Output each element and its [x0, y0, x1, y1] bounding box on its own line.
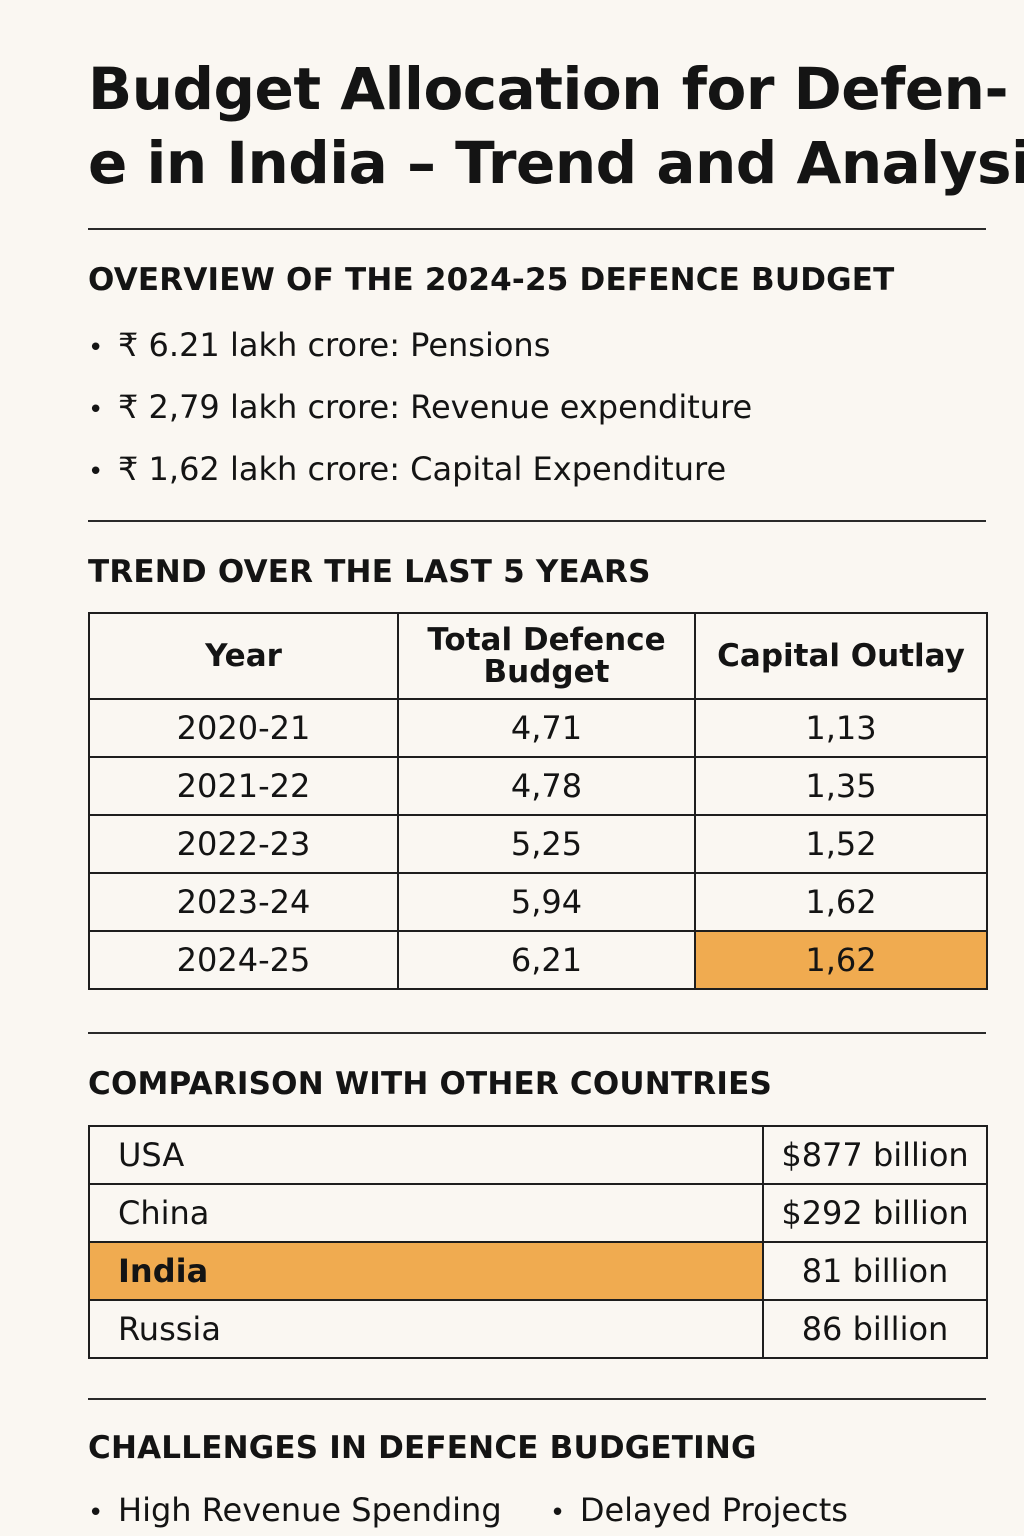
cell-capital-outlay: 1,35 — [694, 756, 988, 816]
table-row: 2021-22 4,78 1,35 — [88, 756, 988, 816]
cell-country: China — [88, 1183, 764, 1243]
divider — [88, 1398, 986, 1400]
table-row: Russia 86 billion — [88, 1299, 988, 1359]
cell-spending: 86 billion — [762, 1299, 988, 1359]
bullet-icon: • — [88, 333, 104, 363]
bullet-icon: • — [88, 457, 104, 487]
overview-item-text: ₹ 1,62 lakh crore: Capital Expenditure — [118, 450, 727, 488]
divider — [88, 228, 986, 230]
cell-total-budget: 4,78 — [397, 756, 696, 816]
cell-year: 2022-23 — [88, 814, 399, 874]
divider — [88, 1032, 986, 1034]
overview-item-text: ₹ 6.21 lakh crore: Pensions — [118, 326, 551, 364]
divider — [88, 520, 986, 522]
cell-capital-outlay: 1,62 — [694, 872, 988, 932]
column-header-total-budget: Total Defence Budget — [397, 612, 696, 700]
cell-total-budget: 5,25 — [397, 814, 696, 874]
trend-table: Year Total Defence Budget Capital Outlay… — [88, 612, 988, 990]
trend-heading: TREND OVER THE LAST 5 YEARS — [88, 554, 651, 590]
cell-country: USA — [88, 1125, 764, 1185]
overview-item-text: ₹ 2,79 lakh crore: Revenue expenditure — [118, 388, 753, 426]
cell-year: 2023-24 — [88, 872, 399, 932]
cell-spending: $292 billion — [762, 1183, 988, 1243]
comparison-table: USA $877 billion China $292 billion Indi… — [88, 1125, 988, 1359]
table-row: India 81 billion — [88, 1241, 988, 1301]
cell-country: Russia — [88, 1299, 764, 1359]
page-title-line-1: Budget Allocation for Defen- — [88, 55, 1009, 123]
overview-heading: OVERVIEW OF THE 2024-25 DEFENCE BUDGET — [88, 262, 895, 298]
page-title-line-2: e in India – Trend and Analysis — [88, 129, 1024, 197]
list-item: • ₹ 1,62 lakh crore: Capital Expenditure — [88, 447, 752, 509]
table-row: China $292 billion — [88, 1183, 988, 1243]
cell-capital-outlay: 1,52 — [694, 814, 988, 874]
bullet-icon: • — [88, 395, 104, 425]
cell-capital-outlay: 1,13 — [694, 698, 988, 758]
list-item: • ₹ 6.21 lakh crore: Pensions — [88, 323, 752, 385]
page-title: Budget Allocation for Defen- e in India … — [88, 52, 1024, 200]
cell-total-budget: 5,94 — [397, 872, 696, 932]
cell-year: 2020-21 — [88, 698, 399, 758]
cell-spending: 81 billion — [762, 1241, 988, 1301]
comparison-heading: COMPARISON WITH OTHER COUNTRIES — [88, 1066, 773, 1102]
bullet-icon: • — [549, 1498, 566, 1528]
table-header-row: Year Total Defence Budget Capital Outlay — [88, 612, 988, 700]
table-row: USA $877 billion — [88, 1125, 988, 1185]
overview-list: • ₹ 6.21 lakh crore: Pensions • ₹ 2,79 lak… — [88, 323, 752, 509]
list-item: • Delayed Projects — [550, 1491, 848, 1529]
cell-total-budget: 4,71 — [397, 698, 696, 758]
table-row: 2022-23 5,25 1,52 — [88, 814, 988, 874]
table-row: 2024-25 6,21 1,62 — [88, 930, 988, 990]
challenges-list: • High Revenue Spending • Delayed Projects — [88, 1488, 886, 1535]
bullet-icon: • — [88, 1498, 104, 1528]
challenge-item-text: High Revenue Spending — [118, 1491, 502, 1529]
column-header-capital-outlay: Capital Outlay — [694, 612, 988, 700]
list-item: • ₹ 2,79 lakh crore: Revenue expenditure — [88, 385, 752, 447]
cell-country-highlighted: India — [88, 1241, 764, 1301]
cell-total-budget: 6,21 — [397, 930, 696, 990]
column-header-year: Year — [88, 612, 399, 700]
challenge-item-text: Delayed Projects — [579, 1491, 848, 1529]
cell-spending: $877 billion — [762, 1125, 988, 1185]
table-row: 2023-24 5,94 1,62 — [88, 872, 988, 932]
challenges-heading: CHALLENGES IN DEFENCE BUDGETING — [88, 1430, 757, 1466]
table-row: 2020-21 4,71 1,13 — [88, 698, 988, 758]
cell-capital-outlay-highlighted: 1,62 — [694, 930, 988, 990]
list-item: • High Revenue Spending — [88, 1491, 502, 1529]
cell-year: 2021-22 — [88, 756, 399, 816]
cell-year: 2024-25 — [88, 930, 399, 990]
